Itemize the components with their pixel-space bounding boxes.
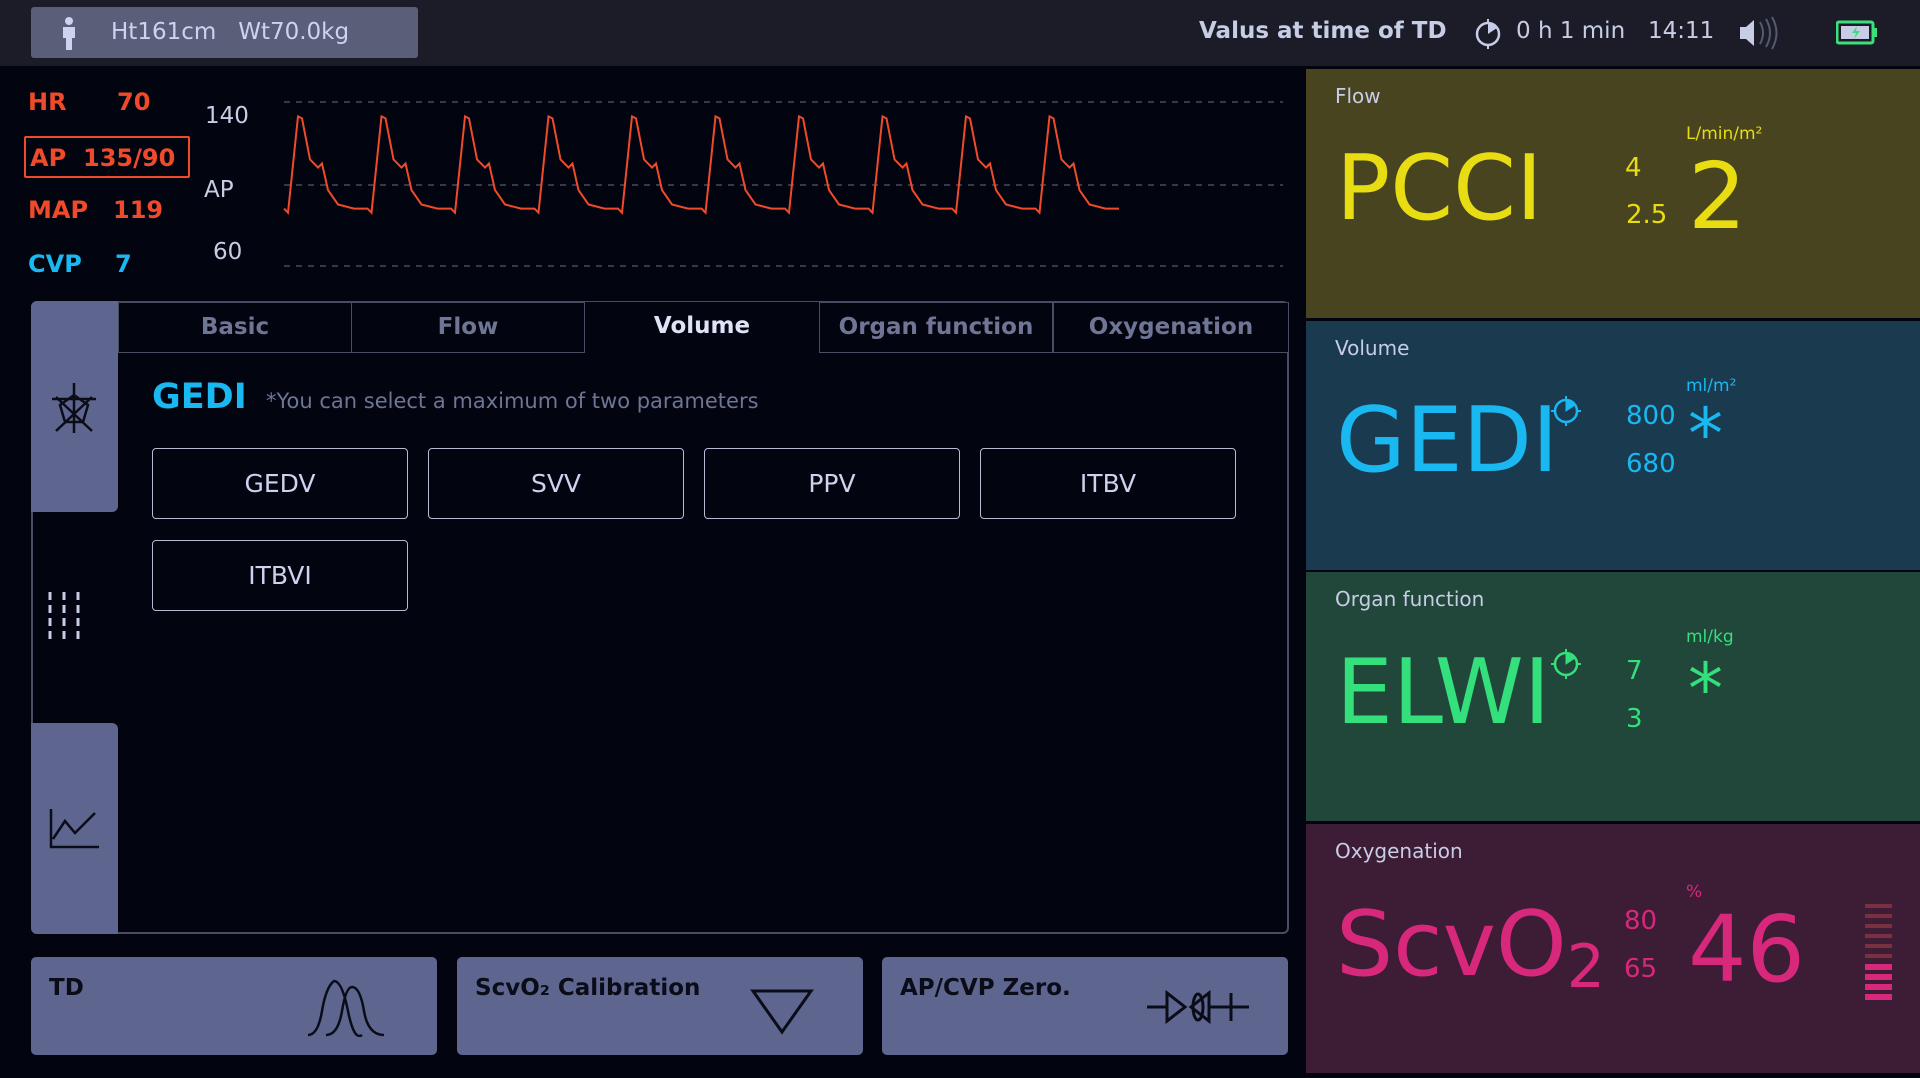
flow-param: PCCI	[1336, 136, 1543, 241]
ap-waveform	[283, 101, 1283, 267]
option-svv[interactable]: SVV	[428, 448, 684, 519]
signal-quality-bar	[1865, 944, 1892, 948]
organ-lower-limit: 3	[1626, 704, 1643, 734]
spider-chart-icon	[52, 383, 96, 433]
clock-time: 14:11	[1648, 18, 1715, 44]
ap-trace	[283, 114, 1119, 215]
map-label: MAP	[28, 196, 89, 224]
signal-quality-bar	[1865, 904, 1892, 908]
volume-param: GEDI	[1336, 388, 1559, 493]
volume-panel[interactable]: Volume GEDI 800 680 ml/m² *	[1306, 321, 1920, 570]
organ-value: *	[1688, 648, 1723, 730]
waveform-label: AP	[204, 177, 234, 203]
zero-button[interactable]: AP/CVP Zero.	[882, 957, 1288, 1055]
signal-quality-bar	[1865, 974, 1892, 980]
organ-upper-limit: 7	[1626, 656, 1643, 686]
scale-top: 140	[205, 103, 249, 129]
selection-hint: *You can select a maximum of two paramet…	[266, 389, 759, 413]
option-ppv[interactable]: PPV	[704, 448, 960, 519]
signal-quality-bar	[1865, 984, 1892, 990]
cvp-value: 7	[115, 250, 132, 278]
flow-upper-limit: 4	[1625, 153, 1642, 183]
flow-unit: L/min/m²	[1686, 124, 1763, 144]
oxygenation-param: ScvO2	[1336, 900, 1605, 998]
organ-function-panel[interactable]: Organ function ELWI 7 3 ml/kg *	[1306, 572, 1920, 821]
organ-unit: ml/kg	[1686, 627, 1734, 647]
tab-organ-function[interactable]: Organ function	[819, 302, 1053, 353]
hr-label: HR	[28, 88, 67, 116]
tab-flow[interactable]: Flow	[351, 302, 585, 353]
scvo2-calibration-button[interactable]: ScvO₂ Calibration	[457, 957, 863, 1055]
speaker-icon[interactable]	[1738, 14, 1790, 52]
zero-icon	[1147, 989, 1249, 1025]
sliders-icon	[48, 592, 80, 644]
tab-oxygenation[interactable]: Oxygenation	[1053, 302, 1289, 353]
timer-icon	[1475, 19, 1501, 49]
option-itbv[interactable]: ITBV	[980, 448, 1236, 519]
scvo2-calibration-label: ScvO₂ Calibration	[475, 975, 701, 1001]
sidebar-item-trend[interactable]	[31, 723, 118, 934]
thermodilution-curve-icon	[307, 979, 385, 1037]
tab-basic[interactable]: Basic	[118, 302, 352, 353]
trend-chart-icon	[49, 809, 99, 849]
cvp-label: CVP	[28, 250, 82, 278]
ap-value: 135/90	[83, 144, 176, 172]
organ-category: Organ function	[1335, 587, 1485, 611]
oxygenation-param-subscript: 2	[1566, 932, 1605, 1002]
map-value: 119	[113, 196, 164, 224]
zero-button-label: AP/CVP Zero.	[900, 975, 1071, 1001]
oxygenation-unit: %	[1686, 882, 1703, 902]
oxygenation-lower-limit: 65	[1624, 954, 1658, 984]
flow-category: Flow	[1335, 84, 1381, 108]
volume-unit: ml/m²	[1686, 376, 1737, 396]
sidebar-item-parameters[interactable]	[31, 512, 118, 723]
td-button-label: TD	[49, 975, 84, 1001]
oxygenation-value: 46	[1688, 896, 1806, 1003]
option-itbvi[interactable]: ITBVI	[152, 540, 408, 611]
volume-upper-limit: 800	[1626, 401, 1676, 431]
patient-info-button[interactable]: Ht161cm Wt70.0kg	[31, 7, 418, 58]
signal-quality-bar	[1865, 994, 1892, 1000]
option-gedv[interactable]: GEDV	[152, 448, 408, 519]
person-icon	[63, 17, 75, 50]
flow-panel[interactable]: Flow PCCI 4 2.5 L/min/m² 2	[1306, 69, 1920, 318]
volume-value: *	[1688, 393, 1723, 475]
signal-quality-bar	[1865, 924, 1892, 928]
volume-lower-limit: 680	[1626, 449, 1676, 479]
td-button[interactable]: TD	[31, 957, 437, 1055]
sidebar-item-spider[interactable]	[31, 301, 118, 512]
scale-bottom: 60	[213, 239, 243, 265]
signal-quality-bar	[1865, 914, 1892, 918]
flow-lower-limit: 2.5	[1626, 200, 1668, 230]
volume-category: Volume	[1335, 336, 1410, 360]
elapsed-time: 0 h 1 min	[1516, 18, 1626, 44]
top-bar: Ht161cm Wt70.0kg Valus at time of TD 0 h…	[0, 0, 1920, 66]
signal-quality-indicator	[1865, 904, 1892, 1000]
td-values-label: Valus at time of TD	[1199, 18, 1447, 44]
tab-volume[interactable]: Volume	[585, 302, 819, 353]
oxygenation-upper-limit: 80	[1624, 906, 1658, 936]
oxygenation-panel[interactable]: Oxygenation ScvO2 80 65 % 46	[1306, 824, 1920, 1073]
td-timer-icon	[1551, 649, 1581, 679]
signal-quality-bar	[1865, 954, 1892, 958]
signal-quality-bar	[1865, 934, 1892, 938]
organ-param: ELWI	[1336, 640, 1551, 745]
hr-value: 70	[117, 88, 151, 116]
oxygenation-category: Oxygenation	[1335, 839, 1463, 863]
ap-label: AP	[30, 144, 67, 172]
patient-height-weight: Ht161cm Wt70.0kg	[111, 19, 350, 45]
oxygenation-param-text: ScvO	[1336, 892, 1567, 997]
flow-value: 2	[1688, 143, 1747, 250]
ap-selected-box[interactable]: AP 135/90	[24, 136, 190, 178]
triangle-down-icon	[750, 989, 814, 1035]
td-timer-icon	[1551, 396, 1581, 426]
battery-icon	[1836, 20, 1877, 45]
selection-title: GEDI	[152, 377, 247, 417]
signal-quality-bar	[1865, 964, 1892, 970]
